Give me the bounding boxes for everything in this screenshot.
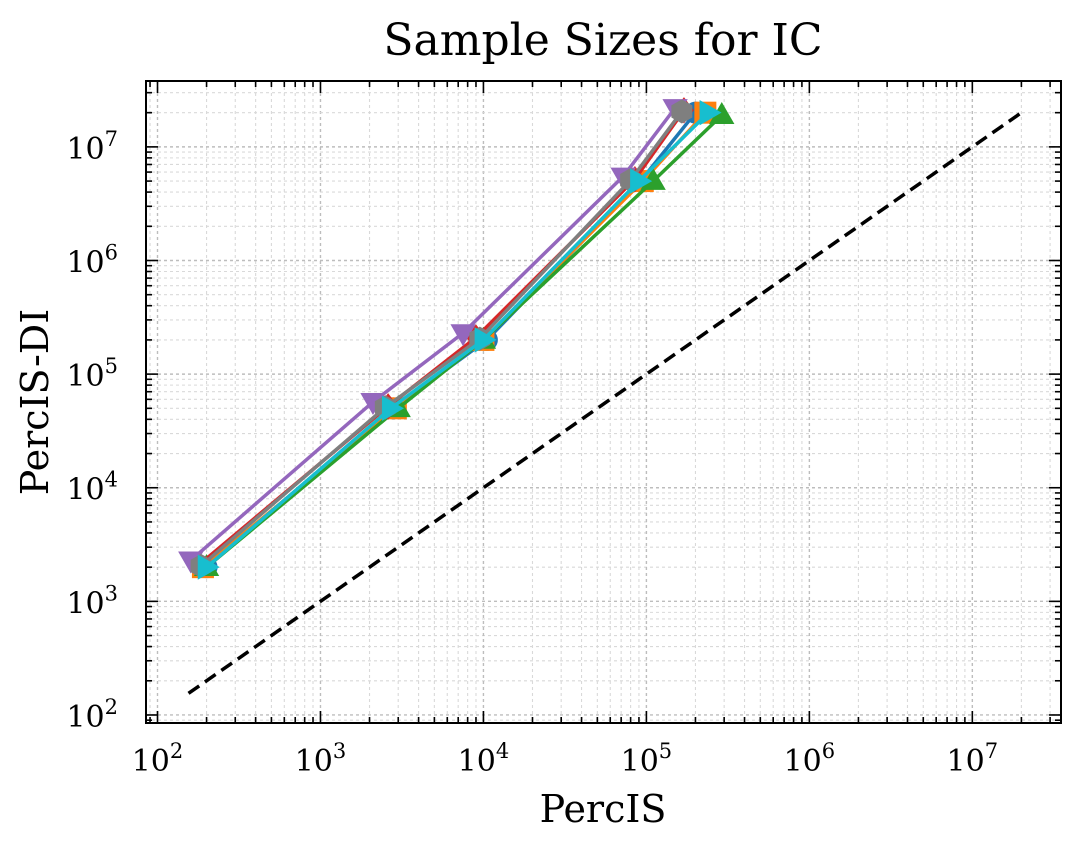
data-point xyxy=(699,100,722,126)
series-s7 xyxy=(197,100,722,580)
data-point xyxy=(630,168,653,194)
data-point xyxy=(640,167,666,190)
x-tick-label: 107 xyxy=(947,739,999,779)
series-layer xyxy=(178,97,735,580)
x-tick-label: 103 xyxy=(295,739,347,779)
data-point xyxy=(450,324,476,347)
x-tick-label: 102 xyxy=(132,739,184,779)
chart-title: Sample Sizes for IC xyxy=(383,15,822,66)
tick-label-layer: 102 103 104 105 106 107 102 103 104 105 106 107 xyxy=(66,127,998,779)
y-tick-label: 105 xyxy=(66,354,118,394)
y-tick-label: 102 xyxy=(66,695,118,735)
data-point xyxy=(671,99,693,124)
data-point xyxy=(197,554,220,580)
y-tick-label: 103 xyxy=(66,581,118,621)
y-tick-label: 107 xyxy=(66,127,118,167)
series-line xyxy=(199,110,684,568)
x-axis-label: PercIS xyxy=(540,787,667,831)
reference-line xyxy=(187,108,1026,695)
data-point xyxy=(360,393,386,416)
grid-layer xyxy=(146,81,1061,723)
y-tick-label: 104 xyxy=(66,468,118,508)
data-point xyxy=(381,395,404,421)
reference-line-layer xyxy=(187,108,1026,695)
y-tick-label: 106 xyxy=(66,240,118,280)
data-point xyxy=(709,102,735,125)
y-axis-label: PercIS-DI xyxy=(13,309,57,496)
series-s5 xyxy=(178,99,688,574)
x-tick-label: 106 xyxy=(784,739,836,779)
x-tick-label: 105 xyxy=(621,739,673,779)
x-tick-label: 104 xyxy=(458,739,510,779)
plot-frame xyxy=(145,80,1062,724)
data-point xyxy=(474,327,497,353)
tick-layer xyxy=(146,81,1061,723)
